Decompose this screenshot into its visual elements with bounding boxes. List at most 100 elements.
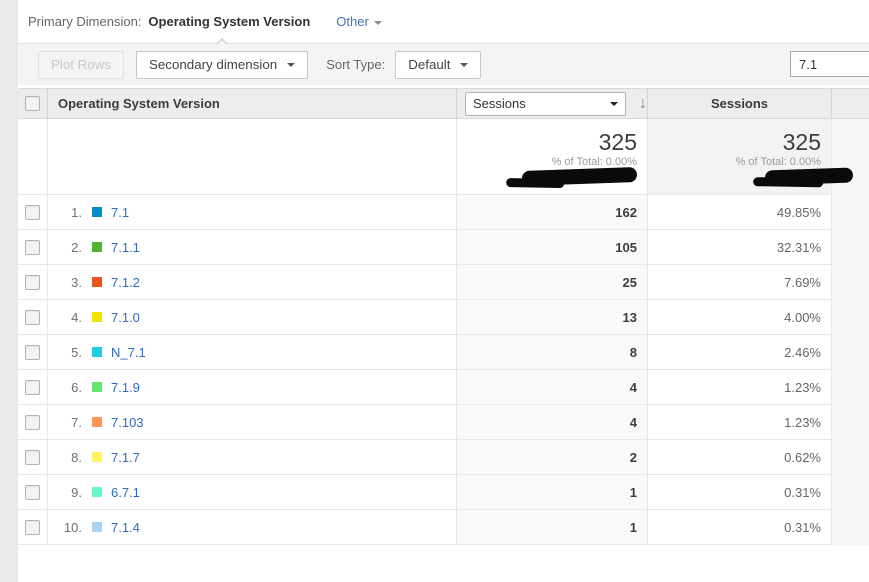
row-checkbox[interactable] [25, 449, 40, 465]
row-checkbox[interactable] [25, 484, 40, 500]
dimension-header-label: Operating System Version [58, 96, 220, 111]
plot-rows-button[interactable]: Plot Rows [38, 50, 124, 79]
sessions-value: 1 [457, 510, 648, 545]
row-checkbox[interactable] [25, 274, 40, 290]
metric-select-value: Sessions [473, 96, 526, 111]
os-version-link[interactable]: 7.1.7 [111, 449, 140, 465]
primary-dimension-label: Primary Dimension: [28, 14, 142, 29]
row-rank: 3. [71, 274, 82, 290]
sessions-percent: 2.46% [648, 335, 832, 370]
os-version-link[interactable]: 7.1.4 [111, 519, 140, 535]
primary-dimension-value[interactable]: Operating System Version [148, 14, 311, 29]
os-version-link[interactable]: 6.7.1 [111, 484, 140, 500]
table-row: 2. 7.1.1 105 32.31% [18, 230, 869, 265]
primary-dimension-bar: Primary Dimension: Operating System Vers… [18, 0, 869, 43]
sessions-value: 25 [457, 265, 648, 300]
sessions-percent: 49.85% [648, 195, 832, 230]
row-checkbox[interactable] [25, 379, 40, 395]
color-swatch [92, 207, 102, 217]
sessions-percent: 0.62% [648, 440, 832, 475]
table-row: 10. 7.1.4 1 0.31% [18, 510, 869, 545]
row-rank: 7. [71, 414, 82, 430]
percent-header-cell[interactable]: Sessions [648, 89, 832, 118]
row-checkbox[interactable] [25, 309, 40, 325]
summary-dimension-cell [48, 119, 457, 195]
select-all-checkbox[interactable] [25, 96, 40, 111]
table-row: 9. 6.7.1 1 0.31% [18, 475, 869, 510]
color-swatch [92, 417, 102, 427]
dimension-header-cell: Operating System Version [48, 89, 457, 118]
row-checkbox[interactable] [25, 414, 40, 430]
spacer [18, 85, 869, 88]
os-version-link[interactable]: N_7.1 [111, 344, 146, 360]
summary-sessions-cell: 325 % of Total: 0.00% [457, 119, 648, 195]
color-swatch [92, 382, 102, 392]
row-rank: 10. [63, 519, 82, 535]
sort-type-button[interactable]: Default [395, 50, 482, 79]
sessions-percent: 7.69% [648, 265, 832, 300]
sort-descending-icon[interactable]: ↓ [639, 94, 647, 112]
percent-header-label: Sessions [710, 96, 769, 111]
row-rank: 8. [71, 449, 82, 465]
sessions-value: 4 [457, 370, 648, 405]
summary-checkbox-cell [18, 119, 48, 195]
sessions-value: 2 [457, 440, 648, 475]
row-checkbox[interactable] [25, 204, 40, 220]
summary-row: 325 % of Total: 0.00% 325 % of Total: 0.… [18, 119, 869, 195]
row-rank: 4. [71, 309, 82, 325]
row-rank: 5. [71, 344, 82, 360]
sessions-value: 8 [457, 335, 648, 370]
color-swatch [92, 452, 102, 462]
color-swatch [92, 522, 102, 532]
row-checkbox[interactable] [25, 239, 40, 255]
sessions-pct-of-total: % of Total: 0.00% [735, 156, 821, 169]
os-version-link[interactable]: 7.1.9 [111, 379, 140, 395]
summary-gutter [832, 119, 869, 195]
row-rank: 6. [71, 379, 82, 395]
caret-down-icon [373, 20, 382, 25]
os-version-link[interactable]: 7.103 [111, 414, 144, 430]
data-table: Operating System Version Sessions ↓ Sess… [18, 88, 869, 545]
row-gutter [832, 335, 869, 370]
sessions-percent: 32.31% [648, 230, 832, 265]
row-checkbox[interactable] [25, 344, 40, 360]
row-checkbox[interactable] [25, 519, 40, 535]
row-rank: 1. [71, 204, 82, 220]
sessions-value: 13 [457, 300, 648, 335]
table-header-row: Operating System Version Sessions ↓ Sess… [18, 88, 869, 119]
color-swatch [92, 487, 102, 497]
row-gutter [832, 300, 869, 335]
color-swatch [92, 242, 102, 252]
table-row: 5. N_7.1 8 2.46% [18, 335, 869, 370]
other-dimension-link[interactable]: Other [336, 14, 382, 29]
sessions-value: 105 [457, 230, 648, 265]
table-row: 7. 7.103 4 1.23% [18, 405, 869, 440]
secondary-dimension-button[interactable]: Secondary dimension [136, 50, 309, 79]
row-gutter [832, 405, 869, 440]
sessions-percent: 0.31% [648, 510, 832, 545]
table-row: 1. 7.1 162 49.85% [18, 195, 869, 230]
os-version-link[interactable]: 7.1.0 [111, 309, 140, 325]
sort-type-value: Default [408, 57, 451, 72]
os-version-link[interactable]: 7.1.2 [111, 274, 140, 290]
sessions-total: 325 [598, 128, 637, 155]
row-gutter [832, 265, 869, 300]
summary-percent-cell: 325 % of Total: 0.00% [648, 119, 854, 195]
report-content: Primary Dimension: Operating System Vers… [18, 0, 869, 582]
row-gutter [832, 510, 869, 545]
redaction-scribble [521, 167, 638, 187]
row-gutter [832, 370, 869, 405]
caret-down-icon [287, 62, 296, 67]
table-search-input[interactable] [790, 51, 869, 77]
sessions-total: 325 [782, 128, 821, 155]
table-toolbar: Plot Rows Secondary dimension Sort Type:… [18, 38, 869, 85]
table-row: 4. 7.1.0 13 4.00% [18, 300, 869, 335]
sessions-pct-of-total: % of Total: 0.00% [551, 156, 637, 169]
sessions-percent: 1.23% [648, 405, 832, 440]
caret-down-icon [460, 62, 469, 67]
sessions-value: 162 [457, 195, 648, 230]
os-version-link[interactable]: 7.1.1 [111, 239, 140, 255]
metric-select[interactable]: Sessions [465, 91, 626, 116]
os-version-link[interactable]: 7.1 [111, 204, 130, 220]
